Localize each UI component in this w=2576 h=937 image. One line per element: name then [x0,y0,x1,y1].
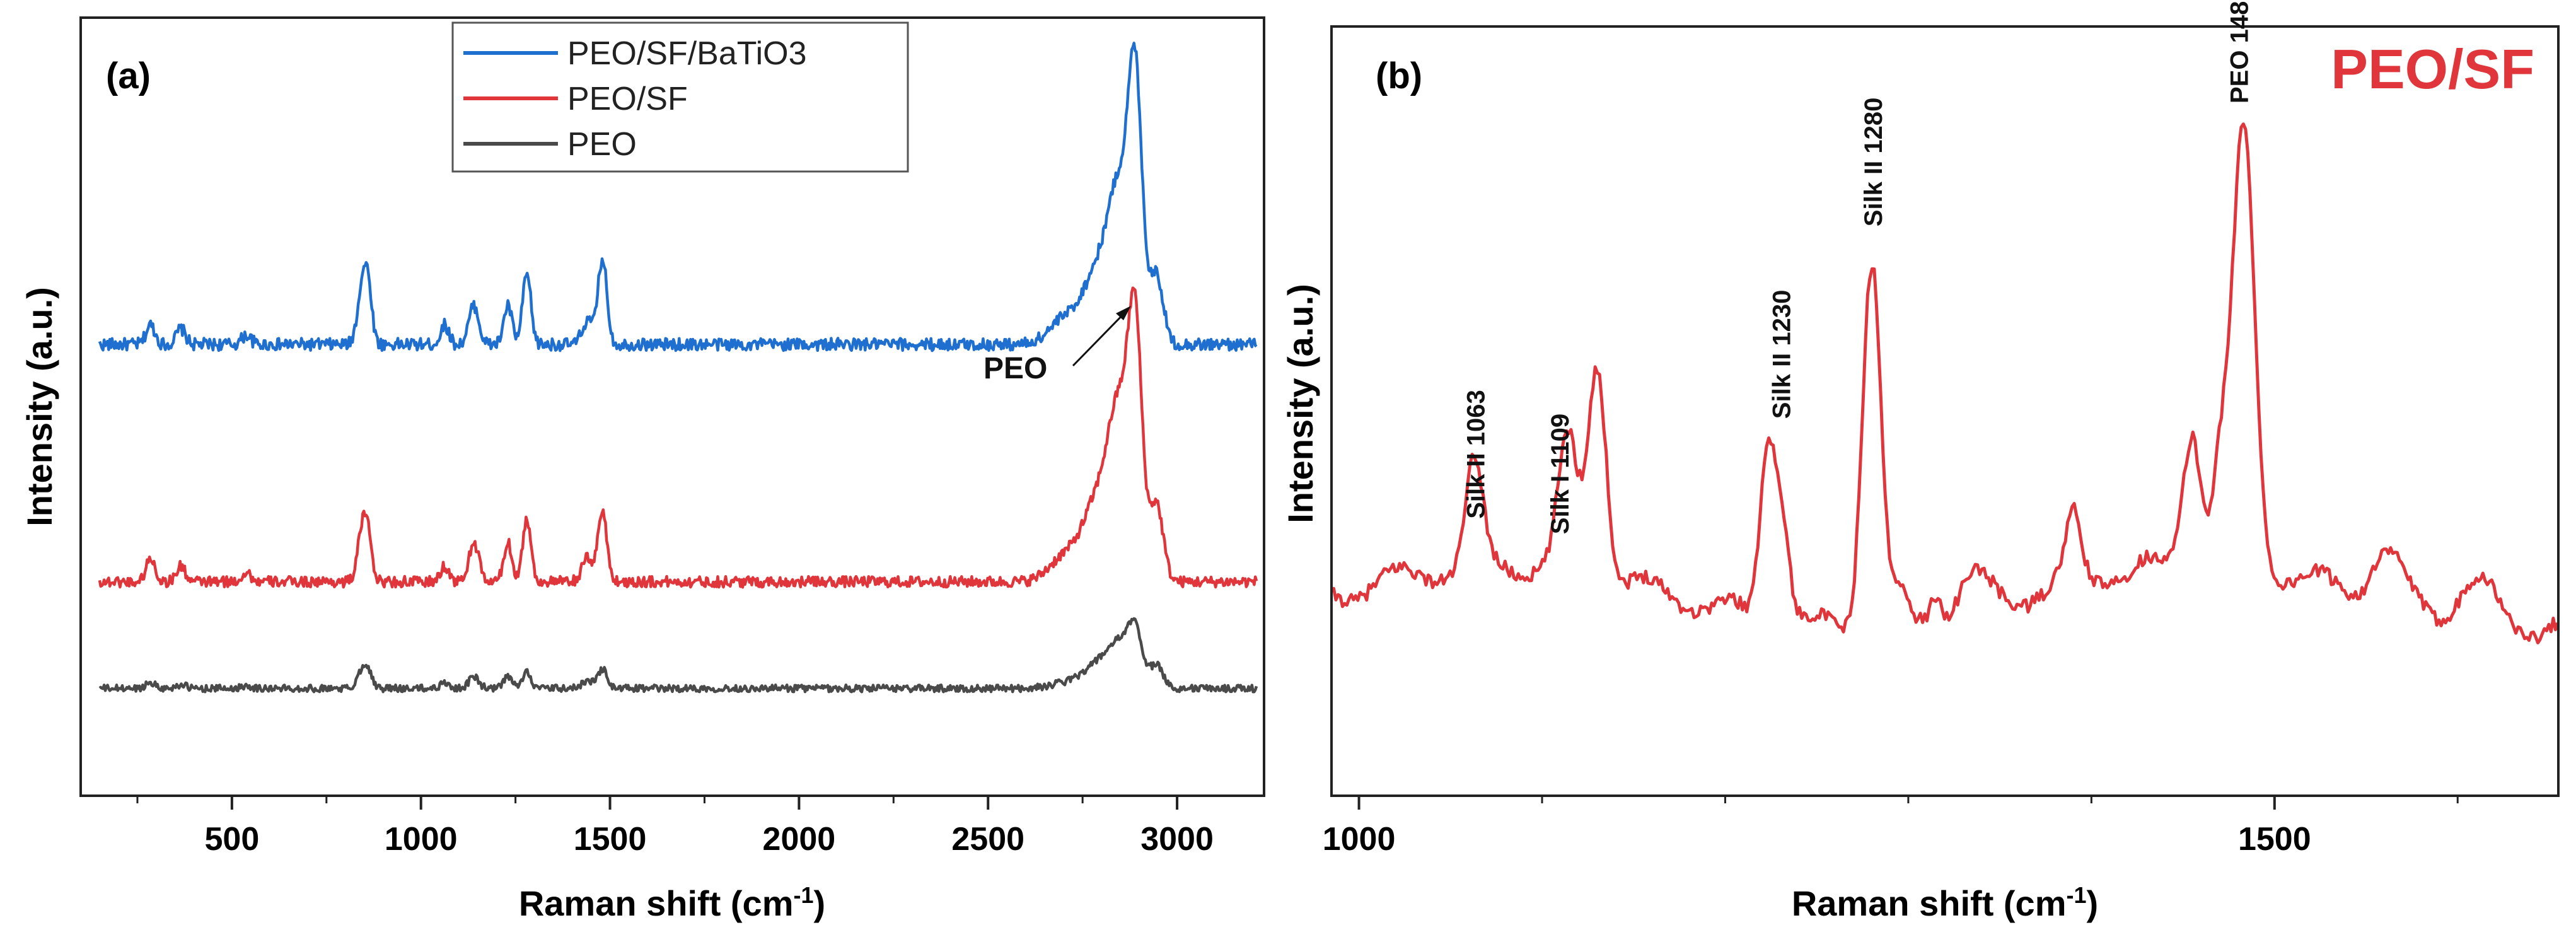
panel-a: 500 1000 1500 2000 2500 3000 (a) PEO/SF/BaTiO… [20,16,1265,923]
peak-annotation-silk-ii-1063: Silk II 1063 [1463,390,1490,519]
peo-arrow-head [1116,306,1131,320]
x-tick-label: 3000 [1140,821,1214,858]
x-tick-label: 1000 [385,821,458,858]
legend-label-peo: PEO [567,126,637,163]
peak-annotation-silk-i-1109: Silk I 1109 [1546,414,1574,534]
panel-a-x-axis-title: Raman shift (cm-1) [519,882,825,923]
x-tick-label: 500 [204,821,259,858]
series-line-peo-sf-zoom [1330,122,2560,644]
panel-a-series [98,42,1258,694]
panel-a-frame [79,16,1265,797]
panel-a-label: (a) [106,55,151,96]
peo-arrow-line [1072,310,1127,367]
peo-annotation-label: PEO [983,352,1047,385]
panel-b-peak-annotations: Silk II 1063 Silk I 1109 Silk II 1230 Silk … [1463,0,2254,534]
x-tick-label: 2500 [951,821,1024,858]
panel-b-y-axis-title: Intensity (a.u.) [1280,284,1320,523]
panel-b-frame [1330,25,2560,797]
panel-a-legend: PEO/SF/BaTiO3 PEO/SF PEO [451,21,909,173]
panel-b-x-ticks: 1000 1500 [1323,796,2459,858]
panel-b-x-axis-title: Raman shift (cm-1) [1792,882,2098,923]
x-tick-label: 1000 [1323,821,1396,858]
peak-annotation-silk-ii-1230: Silk II 1230 [1768,290,1796,419]
panel-a-y-axis-title: Intensity (a.u.) [20,287,59,527]
panel-b-label: (b) [1376,55,1422,96]
panel-b-series [1330,122,2560,644]
x-tick-label: 1500 [2238,821,2311,858]
x-tick-label: 2000 [763,821,836,858]
legend-label-peo-sf-batio3: PEO/SF/BaTiO3 [567,35,807,72]
series-line-peo [98,617,1258,694]
series-line-peo-sf [98,286,1258,589]
panel-a-x-ticks: 500 1000 1500 2000 2500 3000 [136,796,1214,858]
series-line-peo-sf-batio3 [98,42,1258,352]
peak-annotation-silk-ii-1280: Silk II 1280 [1860,98,1888,227]
x-tick-label: 1500 [574,821,647,858]
peak-annotation-peo-1480: PEO 1480 [2226,0,2254,103]
legend-label-peo-sf: PEO/SF [567,81,688,117]
panel-b-title: PEO/SF [2331,38,2534,100]
